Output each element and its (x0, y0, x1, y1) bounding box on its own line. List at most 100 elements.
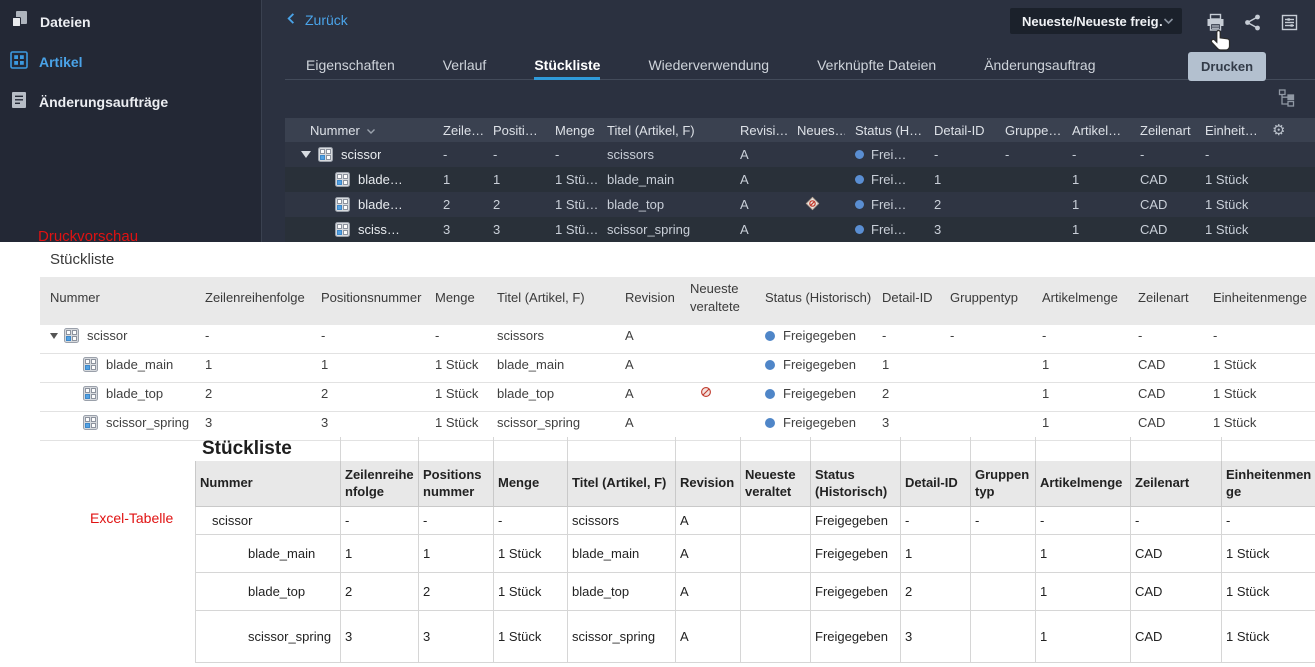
bom-table-row[interactable]: blade… 1 1 1 Stü… blade_main A Frei… 1 1 CAD 1 Stü… (285, 167, 1315, 192)
sidebar-item-dateien[interactable]: Dateien (0, 2, 261, 42)
excel-column-header: Zeilenart (1131, 461, 1222, 507)
bom-cell-positionsnummer: 2 (483, 197, 545, 212)
bom-cell-detail_id: - (924, 147, 995, 162)
print-preview-table: Nummer Zeilenreihenfolge Positionsnummer Me… (40, 277, 1315, 441)
excel-cell-nummer: blade_top (195, 573, 341, 611)
excel-table-row: scissor - - - scissors A Freigegeben - - - - - (195, 507, 1315, 535)
sidebar-item-änderungsaufträge[interactable]: Änderungsaufträge (0, 82, 261, 122)
sidebar-item-artikel[interactable]: Artikel (0, 42, 261, 82)
expand-triangle-icon[interactable] (301, 151, 311, 158)
column-header-label: Zeile… (443, 122, 483, 138)
excel-cell-status: Freigegeben (811, 507, 901, 535)
tab-stückliste[interactable]: Stückliste (534, 50, 601, 80)
bom-cell-detail_id: 1 (924, 172, 995, 187)
excel-table-row: scissor_spring 3 3 1 Stück scissor_spring A Fr… (195, 611, 1315, 663)
structure-tree-icon[interactable] (1277, 88, 1296, 112)
excel-cell-zeilenreihenfolge: 1 (341, 535, 419, 573)
tab-eigenschaften[interactable]: Eigenschaften (306, 56, 395, 73)
excel-column-header: Revision (676, 461, 741, 507)
cell-value: - (493, 147, 498, 162)
bom-cell-gruppentyp: - (995, 147, 1062, 162)
bom-cell-zeilenart: - (1130, 147, 1195, 162)
bom-cell-revision: A (730, 222, 787, 237)
cell-value: 1 (1042, 415, 1050, 431)
bom-column-header[interactable]: Zeilenart (1130, 123, 1195, 138)
cell-value: - (1005, 147, 1010, 162)
bom-cell-nummer: sciss… (285, 217, 433, 242)
cell-value: A (680, 546, 689, 561)
bom-table-row[interactable]: blade… 2 2 1 Stü… blade_top A Frei… 2 1 CAD 1 Stüc… (285, 192, 1315, 217)
cell-value: 1 Stück (1213, 415, 1257, 431)
bom-column-header[interactable]: Gruppe… (995, 123, 1062, 138)
bom-column-header[interactable]: Nummer (285, 118, 433, 142)
bom-column-header[interactable]: Menge (545, 123, 597, 138)
column-header-label: Revision (680, 475, 735, 491)
preview-column-header: Einheitenmenge (1203, 277, 1315, 319)
preview-cell-zeilenart: - (1128, 328, 1203, 343)
cell-value: CAD (1135, 584, 1163, 599)
bom-table-row[interactable]: sciss… 3 3 1 Stü… scissor_spring A Frei… 3 1 CAD 1… (285, 217, 1315, 242)
excel-table-row: blade_main 1 1 1 Stück blade_main A Freigegebe… (195, 535, 1315, 573)
cell-value: - (1213, 328, 1218, 344)
excel-cell-menge: 1 Stück (494, 611, 568, 663)
share-icon[interactable] (1241, 11, 1263, 33)
bom-column-header[interactable]: Status (H… (845, 123, 924, 138)
cell-value: 3 (882, 415, 890, 431)
excel-title-cell (1222, 437, 1315, 461)
preview-cell-menge: 1 Stück (425, 415, 487, 430)
tab-verlauf[interactable]: Verlauf (442, 56, 487, 73)
cell-value: 1 Stück (1205, 172, 1249, 187)
column-header-label: Positionsnummer (321, 290, 422, 305)
revision-rule-dropdown[interactable]: Neueste/Neueste freig… (1010, 8, 1182, 34)
print-tooltip: Drucken (1188, 52, 1267, 81)
cell-value: 1 Stück (1205, 197, 1249, 212)
bom-table-row[interactable]: scissor - - - scissors A Frei… - - - - - (285, 142, 1315, 167)
bom-column-header[interactable]: Einheit… (1195, 123, 1262, 138)
preview-column-header: Gruppentyp (940, 277, 1032, 319)
status-label: Frei… (871, 172, 907, 187)
cell-value: 1 (493, 172, 501, 187)
tab-änderungsauftrag[interactable]: Änderungsauftrag (984, 56, 1096, 73)
excel-column-header: Nummer (195, 461, 341, 507)
cell-value: 2 (443, 197, 451, 212)
bom-cell-status: Frei… (845, 147, 924, 162)
bom-cell-einheitenmenge: 1 Stück (1195, 172, 1262, 187)
excel-cell-zeilenreihenfolge: - (341, 507, 419, 535)
preview-cell-neueste_veraltete (680, 386, 755, 401)
cell-value: scissors (497, 328, 544, 344)
tab-verknüpfte-dateien[interactable]: Verknüpfte Dateien (817, 56, 937, 73)
status-dot (855, 175, 864, 184)
cell-value: scissor (212, 513, 253, 528)
bom-column-header[interactable]: Titel (Artikel, F) (597, 123, 730, 138)
excel-cell-revision: A (676, 611, 741, 663)
printer-icon[interactable] (1204, 11, 1226, 33)
back-button[interactable]: Zurück (285, 12, 348, 28)
bom-column-header[interactable]: Zeile… (433, 123, 483, 138)
cell-value: CAD (1138, 386, 1166, 402)
bom-cell-zeilenart: CAD (1130, 172, 1195, 187)
excel-cell-status: Freigegeben (811, 611, 901, 663)
display-options-icon[interactable] (1278, 11, 1300, 33)
bom-column-header[interactable]: Positi… (483, 123, 545, 138)
cell-value: 3 (934, 222, 942, 237)
bom-item-name: blade… (358, 172, 403, 187)
cell-value: A (740, 172, 749, 187)
tab-wiederverwendung[interactable]: Wiederverwendung (648, 56, 770, 73)
bom-column-header[interactable]: Revisi… (730, 123, 787, 138)
preview-cell-menge: 1 Stück (425, 386, 487, 401)
sidebar-item-label: Dateien (40, 14, 91, 30)
preview-cell-artikelmenge: 1 (1032, 386, 1128, 401)
bom-column-header[interactable]: Detail-ID (924, 123, 995, 138)
preview-item-name: scissor (87, 328, 128, 344)
preview-cell-titel: blade_top (487, 386, 615, 401)
cell-value: 1 (1040, 629, 1048, 644)
preview-cell-zeilenart: CAD (1128, 357, 1203, 372)
status-dot (855, 150, 864, 159)
bom-cell-status: Frei… (845, 222, 924, 237)
status-dot (765, 330, 775, 341)
annotation-druckvorschau: Druckvorschau (38, 228, 139, 245)
tab-bar: Eigenschaften Verlauf Stückliste Wiederverw… (285, 50, 1315, 80)
bom-column-header[interactable]: Neues… (787, 123, 845, 138)
gear-icon[interactable]: ⚙ (1272, 121, 1286, 139)
bom-column-header[interactable]: Artikel… (1062, 123, 1130, 138)
